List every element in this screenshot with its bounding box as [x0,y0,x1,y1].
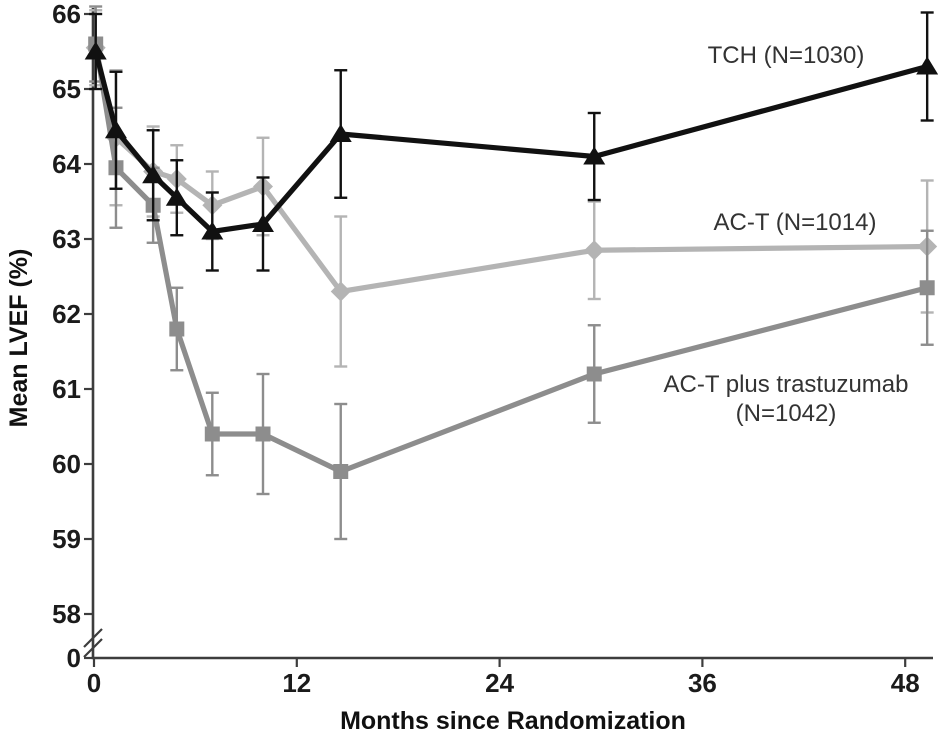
marker-diamond [330,281,351,302]
marker-square [255,426,271,442]
x-axis-title: Months since Randomization [340,707,686,735]
marker-triangle [84,41,107,60]
marker-triangle [104,120,127,139]
marker-square [333,464,349,479]
marker-diamond [584,240,605,261]
marker-triangle [165,187,188,206]
x-tick-label: 0 [87,668,101,698]
act-trastuzumab-series-label-line1: AC-T plus trastuzumab [664,371,909,398]
y-tick-label: 58 [52,599,81,629]
marker-square [586,366,602,382]
y-tick-label: 59 [52,524,81,554]
act-series-label: AC-T (N=1014) [714,209,877,236]
y-tick-label-zero: 0 [67,643,81,673]
marker-triangle [252,214,274,232]
marker-triangle [142,165,165,184]
series-triangle [84,11,938,272]
marker-triangle [916,56,938,75]
labels-layer: TCH (N=1030) AC-T (N=1014) AC-T plus tra… [5,42,908,735]
act-trastuzumab-series-label-line2: (N=1042) [736,400,837,427]
y-tick-label: 64 [52,149,81,179]
axis-break-mark [83,638,103,658]
marker-triangle [329,124,352,142]
x-tick-label: 12 [282,668,311,698]
marker-square [169,321,185,337]
series-layer [84,5,938,541]
y-tick-label: 65 [52,74,81,104]
marker-square [919,280,935,296]
y-tick-label: 62 [52,299,81,329]
series-square [88,5,935,541]
axes-layer: 66 65 64 63 62 61 60 59 58 00 12 24 36 48 [52,0,933,698]
x-tick-label: 48 [891,668,920,698]
marker-square [204,426,220,442]
series-line [93,47,928,295]
y-axis-title: Mean LVEF (%) [5,249,33,428]
x-tick-label: 24 [485,668,514,698]
x-tick-label: 36 [688,668,717,698]
y-tick-label: 66 [52,0,81,29]
y-tick-label: 61 [52,374,81,404]
marker-triangle [583,146,606,165]
y-tick-label: 60 [52,449,81,479]
marker-triangle [201,221,224,240]
axis-break-mark [83,628,103,648]
tch-series-label: TCH (N=1030) [708,42,865,69]
y-tick-label: 63 [52,224,81,254]
